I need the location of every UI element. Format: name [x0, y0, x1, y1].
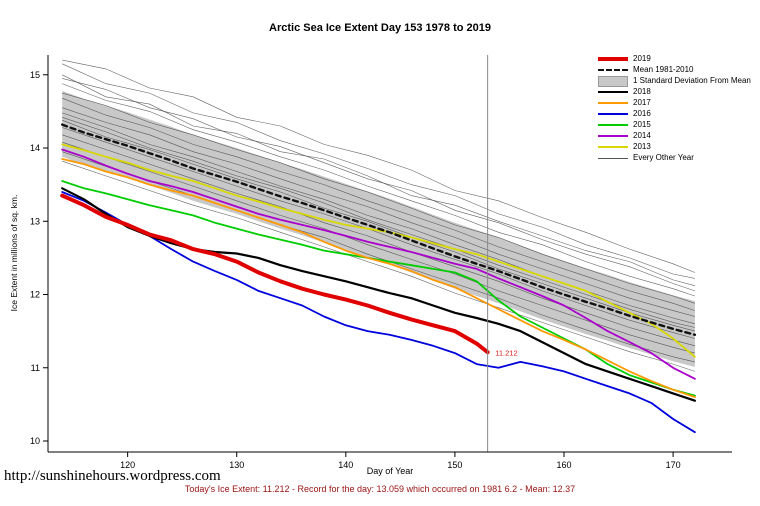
- legend-label: 2015: [633, 120, 651, 129]
- y-axis-label: Ice Extent in millions of sq. km.: [9, 194, 19, 312]
- legend-item-2014: 2014: [598, 131, 751, 141]
- legend-swatch: [598, 91, 628, 93]
- legend-swatch: [598, 124, 628, 126]
- every-other-year-line-11: [62, 141, 695, 354]
- legend-label: Mean 1981-2010: [633, 65, 694, 74]
- legend-item-2013: 2013: [598, 142, 751, 152]
- x-tick-label: 170: [666, 460, 681, 470]
- every-other-year-line-3: [62, 83, 695, 297]
- legend-item-2019: 2019: [598, 54, 751, 64]
- legend-swatch: [598, 75, 628, 87]
- y-tick-label: 15: [30, 70, 40, 80]
- todays-value-annotation: 11.212: [495, 348, 517, 357]
- every-other-year-line-10: [62, 134, 695, 347]
- legend-swatch-mark: [598, 113, 628, 115]
- every-other-year-line-2: [62, 78, 695, 292]
- chart-title: Arctic Sea Ice Extent Day 153 1978 to 20…: [269, 22, 491, 34]
- series-line-mean-1981-2010: [61, 123, 697, 336]
- legend-label: 2017: [633, 98, 651, 107]
- legend-item-2018: 2018: [598, 87, 751, 97]
- legend-label: 2016: [633, 109, 651, 118]
- legend-swatch: [598, 146, 628, 148]
- legend-label: 1 Standard Deviation From Mean: [633, 76, 751, 85]
- every-other-year-line-7: [62, 112, 695, 325]
- x-tick-label: 130: [229, 460, 244, 470]
- legend-swatch: [598, 102, 628, 104]
- legend-label: 2013: [633, 142, 651, 151]
- every-other-year-line-6: [62, 107, 695, 317]
- legend-label: 2014: [633, 131, 651, 140]
- x-axis-label: Day of Year: [366, 466, 414, 476]
- series-line-2019: [60, 193, 490, 355]
- y-tick-label: 12: [30, 290, 40, 300]
- every-other-year-line-4: [62, 92, 695, 304]
- legend-swatch-mark: [598, 157, 628, 159]
- every-other-year-line-1: [62, 63, 695, 279]
- series-line-2017: [61, 158, 696, 398]
- summary-caption: Today's Ice Extent: 11.212 - Record for …: [184, 484, 576, 494]
- legend-swatch-mark: [598, 69, 628, 71]
- legend-label: 2019: [633, 54, 651, 63]
- every-other-year-line-5: [62, 97, 695, 311]
- legend-swatch-mark: [598, 91, 628, 93]
- legend-swatch-mark: [598, 135, 628, 137]
- series-line-2013: [61, 143, 696, 358]
- y-tick-label: 10: [30, 436, 40, 446]
- every-other-year-line-8: [62, 119, 695, 332]
- x-tick-label: 160: [556, 460, 571, 470]
- legend-swatch: [598, 135, 628, 137]
- x-tick-label: 120: [120, 460, 135, 470]
- every-other-year-line-14: [62, 74, 695, 286]
- legend-swatch-mark: [598, 146, 628, 148]
- legend-swatch: [598, 157, 628, 159]
- every-other-year-line-13: [62, 160, 695, 372]
- series-line-2016: [61, 191, 696, 434]
- legend-swatch-mark: [598, 102, 628, 104]
- every-other-year-line-9: [62, 127, 695, 339]
- legend-swatch: [598, 69, 628, 71]
- x-tick-label: 150: [447, 460, 462, 470]
- legend-item-1-standard-deviation-from-mean: 1 Standard Deviation From Mean: [598, 75, 751, 87]
- legend-label: 2018: [633, 87, 651, 96]
- chart-legend: 2019 Mean 1981-2010 1 Standard Deviation F…: [598, 54, 751, 163]
- series-line-2014: [61, 148, 696, 380]
- legend-label: Every Other Year: [633, 153, 694, 162]
- y-tick-label: 13: [30, 216, 40, 226]
- legend-swatch-mark: [598, 75, 628, 87]
- legend-item-2015: 2015: [598, 120, 751, 130]
- legend-swatch-mark: [598, 57, 628, 61]
- y-tick-label: 11: [31, 363, 40, 373]
- legend-item-2016: 2016: [598, 109, 751, 119]
- legend-item-every-other-year: Every Other Year: [598, 153, 751, 163]
- legend-item-2017: 2017: [598, 98, 751, 108]
- legend-swatch: [598, 57, 628, 61]
- legend-item-mean-1981-2010: Mean 1981-2010: [598, 65, 751, 75]
- legend-swatch: [598, 113, 628, 115]
- series-line-2018: [61, 187, 696, 402]
- y-tick-label: 14: [30, 143, 40, 153]
- site-url: http://sunshinehours.wordpress.com: [4, 468, 221, 484]
- legend-swatch-mark: [598, 124, 628, 126]
- x-tick-label: 140: [338, 460, 353, 470]
- every-other-year-line-0: [62, 59, 696, 273]
